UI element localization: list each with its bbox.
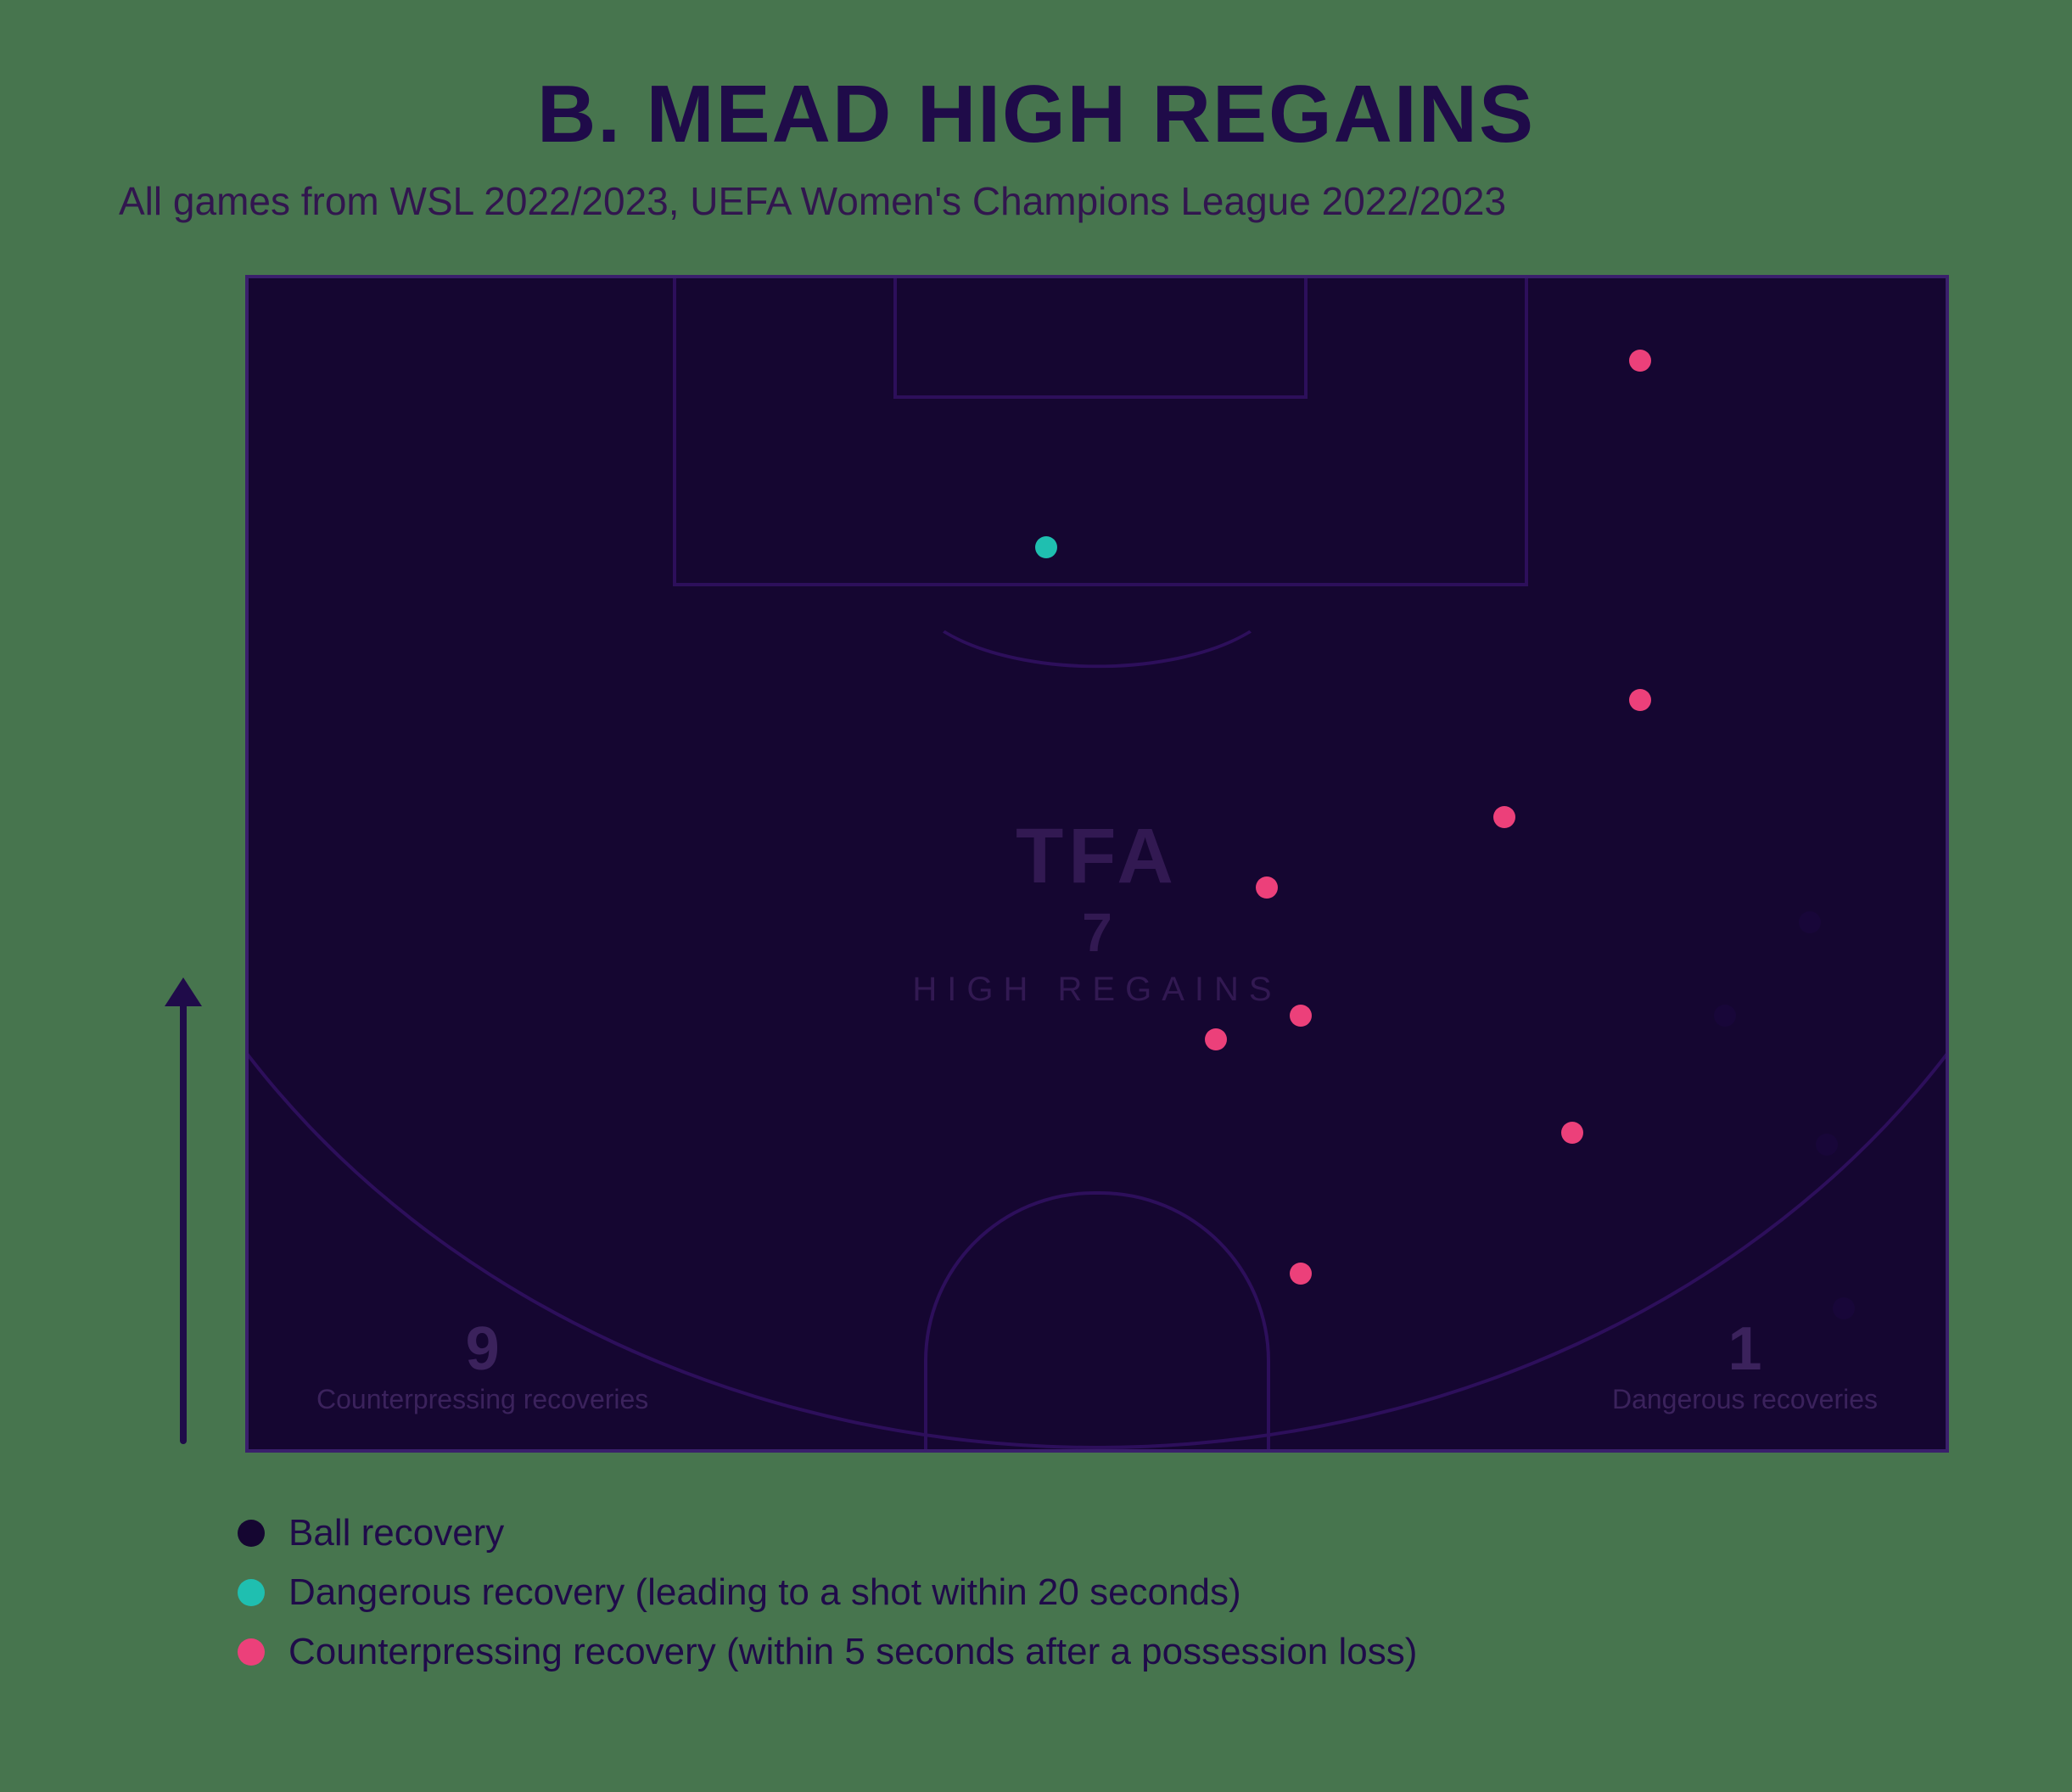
point-ball [1833,1297,1855,1319]
point-ball [1799,911,1821,933]
legend-label-dangerous: Dangerous recovery (leading to a shot wi… [288,1571,1241,1614]
point-counter [1290,1005,1312,1027]
legend-dot-dangerous-icon [238,1579,265,1606]
point-ball [1816,1134,1838,1156]
pitch-wrap: TFA 7 HIGH REGAINS 9 Counterpressing rec… [207,275,1987,1453]
legend-label-ball: Ball recovery [288,1512,504,1554]
legend-label-counter: Counterpressing recovery (within 5 secon… [288,1631,1417,1673]
points-layer [249,278,1946,1449]
point-counter [1290,1263,1312,1285]
legend: Ball recovery Dangerous recovery (leadin… [238,1512,1987,1673]
legend-item-counter: Counterpressing recovery (within 5 secon… [238,1631,1987,1673]
legend-dot-ball-icon [238,1520,265,1547]
chart-title: B. MEAD HIGH REGAINS [85,68,1987,161]
legend-dot-counter-icon [238,1638,265,1666]
point-counter [1629,350,1651,372]
legend-item-dangerous: Dangerous recovery (leading to a shot wi… [238,1571,1987,1614]
point-counter [1629,689,1651,711]
pitch: TFA 7 HIGH REGAINS 9 Counterpressing rec… [245,275,1949,1453]
legend-item-ball: Ball recovery [238,1512,1987,1554]
direction-arrow-icon [180,1003,187,1444]
point-counter [1561,1122,1583,1144]
chart-subtitle: All games from WSL 2022/2023, UEFA Women… [119,178,1987,224]
figure-card: B. MEAD HIGH REGAINS All games from WSL … [0,0,2072,1792]
point-counter [1205,1028,1227,1050]
point-dangerous [1035,536,1057,558]
point-counter [1256,876,1278,899]
point-ball [1714,1005,1736,1027]
figure-row: TFA 7 HIGH REGAINS 9 Counterpressing rec… [85,275,1987,1453]
direction-arrow-column [85,1003,207,1453]
point-counter [1493,806,1515,828]
